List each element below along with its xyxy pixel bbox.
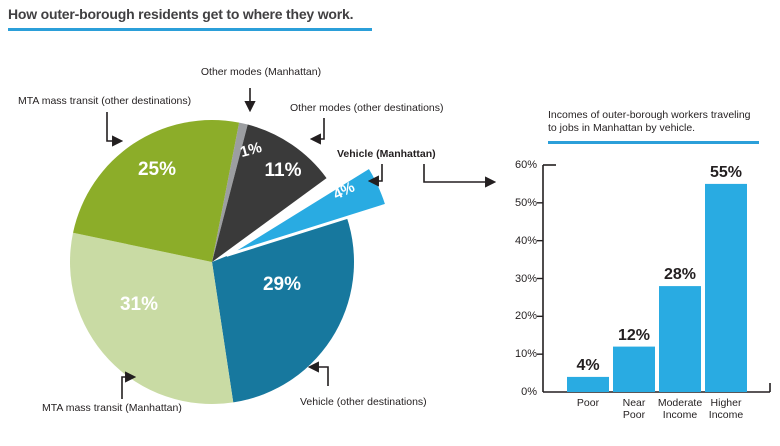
x-category-label-0: Poor xyxy=(576,397,600,409)
callout-vehicle-manhattan: Vehicle (Manhattan) xyxy=(337,148,436,160)
bar-moderate-income xyxy=(659,286,701,392)
bar-value-label-2: 28% xyxy=(663,266,697,284)
y-tick-label-50: 50% xyxy=(514,196,537,209)
bar-chart xyxy=(537,164,771,393)
pie-slice-4 xyxy=(70,232,234,404)
bar-poor xyxy=(567,376,609,392)
arrow-to-dark-slice xyxy=(309,118,325,145)
pie-slice-exploded-vehicle-manhattan xyxy=(225,164,389,257)
bar-value-label-1: 12% xyxy=(617,326,651,344)
page-title: How outer-borough residents get to where… xyxy=(8,6,354,22)
y-tick-label-0: 0% xyxy=(521,386,537,398)
pie-slice-5 xyxy=(73,120,240,262)
callout-other-modes-manhattan: Other modes (Manhattan) xyxy=(200,66,322,78)
bar-value-label-3: 55% xyxy=(709,163,743,181)
y-tick-label-10: 10% xyxy=(514,348,537,361)
arrow-vehicle-manhattan-to-barchart xyxy=(423,164,497,188)
barchart-title: Incomes of outer-borough workers traveli… xyxy=(548,109,768,135)
title-underline-rule xyxy=(8,28,372,31)
pie-slice-0 xyxy=(212,122,248,262)
y-tick-label-20: 20% xyxy=(514,310,537,323)
pie-percent-label-5: 25% xyxy=(137,159,177,180)
bar-value-label-0: 4% xyxy=(576,356,600,374)
callout-mta-mass-transit-other-destinations: MTA mass transit (other destinations) xyxy=(18,95,192,107)
arrow-to-olive-slice xyxy=(106,112,124,147)
x-category-label-3: Higher Income xyxy=(708,397,744,421)
callout-mta-mass-transit-manhattan: MTA mass transit (Manhattan) xyxy=(42,402,182,414)
pie-slice-1 xyxy=(212,124,327,262)
pie-slice-3 xyxy=(212,208,355,403)
pie-chart xyxy=(70,120,389,404)
y-tick-label-40: 40% xyxy=(514,234,537,247)
pie-percent-label-4: 31% xyxy=(119,294,159,315)
callout-vehicle-other-destinations: Vehicle (other destinations) xyxy=(300,396,427,408)
barchart-title-line1: Incomes of outer-borough workers traveli… xyxy=(548,109,751,121)
pie-percent-label-3: 29% xyxy=(262,274,302,295)
arrow-to-teal-slice xyxy=(307,361,329,386)
y-tick-label-30: 30% xyxy=(514,272,537,285)
callout-other-modes-other-destinations: Other modes (other destinations) xyxy=(290,102,444,114)
barchart-title-rule xyxy=(548,141,759,144)
bar-near-poor xyxy=(613,346,655,392)
pie-percent-label-1: 11% xyxy=(264,160,302,181)
bar-higher-income xyxy=(705,183,747,392)
x-category-label-2: Moderate Income xyxy=(657,397,703,421)
callout-arrows xyxy=(106,88,497,399)
arrow-to-blue-wedge xyxy=(367,164,383,187)
x-category-label-1: Near Poor xyxy=(622,397,646,421)
barchart-title-line2: to jobs in Manhattan by vehicle. xyxy=(548,122,696,134)
y-tick-label-60: 60% xyxy=(514,159,537,171)
arrow-to-lightgreen-slice xyxy=(121,371,137,399)
